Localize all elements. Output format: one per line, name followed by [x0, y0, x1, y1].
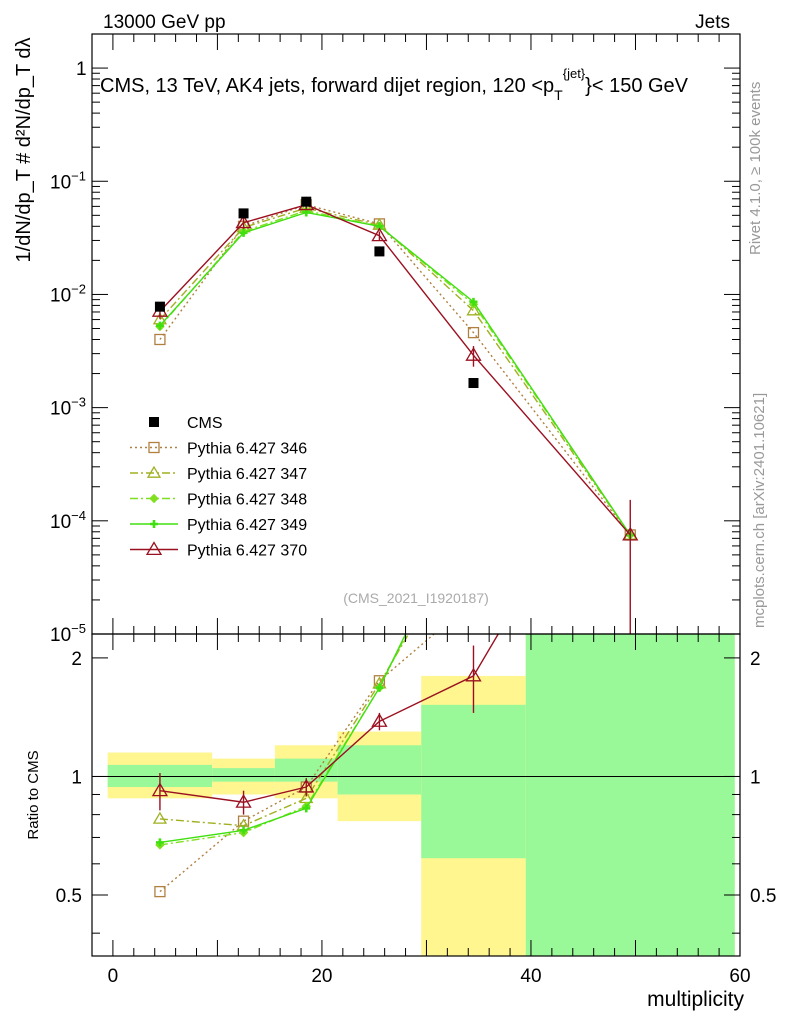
title-sup: {jet}: [563, 66, 586, 81]
ratio-ytick-label-0: 0.5: [56, 886, 82, 907]
ratio-frame: [91, 633, 741, 957]
main-point-p370-3: [371, 227, 388, 242]
ratio-point-p346-0: [154, 885, 166, 898]
ratio-point-p349-0: [155, 838, 164, 847]
ratio-point-p370-0: [151, 782, 169, 797]
main-line-p370: [159, 204, 631, 536]
main-line-p349: [159, 211, 631, 536]
legend-marker-p349: [150, 520, 158, 528]
main-ytick-label-4: 10−4: [50, 508, 86, 533]
band-green-3: [337, 745, 422, 795]
title-end: }< 150 GeV: [585, 75, 689, 97]
ratio-point-p370-3: [371, 713, 388, 727]
main-line-p348: [159, 209, 631, 536]
axis-tick-labels: 1 10−1 10−2 10−3 10−4 10−5 0 20 40 60 0.5 0.5 1 1 2 2: [50, 59, 776, 987]
legend-label-p348: Pythia 6.427 348: [187, 492, 307, 509]
ratio-ytick-label-1: 1: [71, 767, 82, 788]
mcplots-label: mcplots.cern.ch [arXiv:2401.10621]: [751, 393, 768, 628]
band-green-1: [212, 768, 275, 782]
main-line-p346: [159, 204, 631, 536]
main-point-p346-0: [154, 333, 166, 346]
ratio-line-p370: [159, 634, 500, 803]
ratio-ytick-label-right-2: 2: [750, 649, 761, 670]
ratio-xtick-label-0: 0: [108, 966, 119, 987]
ratio-point-p349-2: [302, 804, 311, 813]
legend-marker-data: [149, 417, 159, 427]
band-green-5: [525, 634, 735, 956]
ratio-xtick-label-3: 60: [729, 966, 750, 987]
data-point-2: [301, 196, 312, 207]
main-ytick-label-1: 10−1: [50, 168, 86, 193]
ratio-ylabel-group: Ratio to CMS: [25, 750, 42, 839]
ratio-ytick-label-right-0: 0.5: [750, 886, 776, 907]
main-point-p370-5: [622, 526, 639, 541]
ratio-ylabel: Ratio to CMS: [25, 750, 42, 839]
ratio-ytick-label-right-1: 1: [750, 767, 761, 788]
data-point-4: [468, 378, 479, 389]
main-ytick-label-5: 10−5: [50, 621, 86, 646]
band-green-4: [421, 704, 526, 859]
legend-label-p346: Pythia 6.427 346: [187, 441, 307, 458]
legend-label-p347: Pythia 6.427 347: [187, 466, 307, 483]
analysis-tag: (CMS_2021_I1920187): [343, 590, 489, 606]
data-point-1: [238, 208, 249, 219]
main-point-p349-1: [239, 228, 248, 237]
main-line-p347: [159, 207, 631, 536]
ratio-point-p349-3: [375, 683, 384, 692]
energy-label: 13000 GeV pp: [103, 12, 226, 33]
y-axis-title: 1/dN/dp_T # d²N/dp_T dλ: [13, 38, 35, 263]
main-ytick-label-0: 1: [76, 59, 87, 80]
data-point-3: [374, 246, 385, 257]
ratio-point-p347-0: [152, 811, 168, 824]
legend-marker-p370: [145, 541, 163, 556]
ratio-ytick-label-2: 2: [71, 649, 82, 670]
legend-label-data: CMS: [187, 415, 223, 432]
legend-label-p349: Pythia 6.427 349: [187, 517, 307, 534]
ratio-point-p370-4: [465, 667, 482, 682]
mcplots-label-group: mcplots.cern.ch [arXiv:2401.10621]: [751, 393, 768, 628]
plot-title: CMS, 13 TeV, AK4 jets, forward dijet reg…: [100, 66, 689, 103]
main-point-p349-4: [469, 297, 478, 306]
axis-ticks: [92, 33, 741, 956]
main-point-p349-0: [155, 321, 164, 330]
ratio-point-p370-1: [235, 793, 252, 808]
ratio-line-p348: [159, 634, 408, 846]
legend-label-p370: Pythia 6.427 370: [187, 543, 307, 560]
main-point-p370-1: [235, 214, 252, 229]
legend-marker-p347: [146, 465, 162, 478]
title-main: CMS, 13 TeV, AK4 jets, forward dijet reg…: [100, 75, 554, 97]
legend: CMS Pythia 6.427 346 Pythia 6.427 347 Pythi…: [130, 415, 307, 560]
legend-marker-p348: [149, 493, 159, 504]
rivet-label-group: Rivet 4.1.0, ≥ 100k events: [747, 82, 764, 255]
y-axis-title-group: 1/dN/dp_T # d²N/dp_T dλ: [13, 38, 35, 263]
ratio-series-group: [151, 634, 500, 898]
ratio-point-p370-2: [298, 778, 315, 793]
rivet-label: Rivet 4.1.0, ≥ 100k events: [747, 82, 764, 255]
legend-marker-p346: [148, 441, 160, 454]
data-point-0: [154, 301, 165, 312]
x-axis-title: multiplicity: [647, 988, 744, 1011]
band-green-2: [274, 758, 338, 782]
main-ytick-label-3: 10−3: [50, 395, 86, 420]
ratio-point-p349-1: [239, 826, 248, 835]
ratio-xtick-label-2: 40: [520, 966, 541, 987]
ratio-line-p347: [159, 634, 410, 827]
main-series-group: [151, 196, 639, 634]
main-ytick-label-2: 10−2: [50, 281, 86, 306]
ratio-xtick-label-1: 20: [311, 966, 332, 987]
ratio-line-p349: [159, 634, 407, 844]
ratio-uncertainty-bands: [107, 634, 735, 956]
category-label: Jets: [695, 12, 730, 33]
title-sub: T: [554, 87, 563, 103]
main-point-p370-4: [465, 347, 482, 361]
main-point-p346-4: [467, 326, 480, 339]
